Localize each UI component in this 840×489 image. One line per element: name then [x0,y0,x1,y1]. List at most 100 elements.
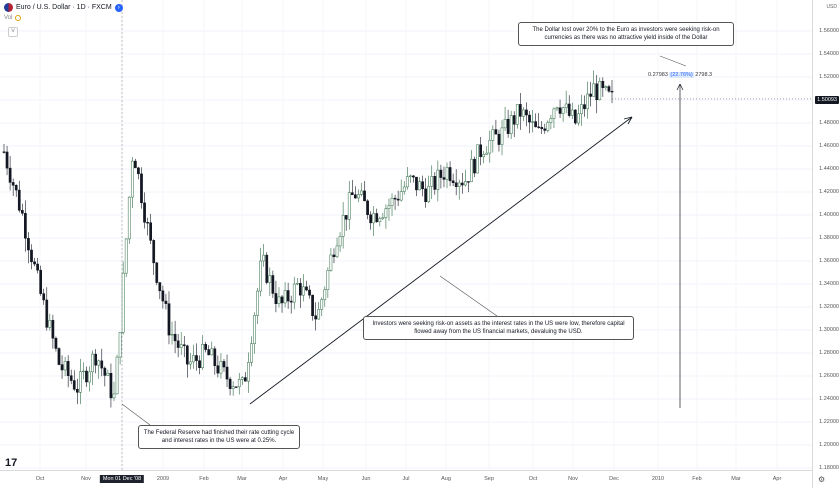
candle-body [427,185,431,203]
candle-body [30,249,33,263]
candle-body [525,109,528,116]
candle-body [66,361,70,376]
candle-body [528,114,531,123]
measure-pct: (22.76%) [669,72,694,78]
price-axis[interactable]: USD 1.560001.540001.520001.500001.480001… [812,0,840,488]
candle-body [195,355,198,361]
candle-body [372,213,376,224]
candle-body [305,286,308,291]
candle-body [448,167,452,182]
candle-body [610,90,614,93]
candle-body [222,361,226,368]
candle-body [460,182,464,186]
candle-body [369,214,372,224]
candle-body [210,348,214,356]
candle-body [91,353,94,373]
candle-body [121,272,125,333]
candle-body [72,380,76,390]
candle-body [228,378,232,389]
tradingview-logo-icon[interactable]: 17 [5,457,18,469]
candle-body [271,275,275,294]
candle-body [2,151,6,153]
price-tick-label: 1.20000 [819,442,839,448]
collapse-legend-icon[interactable]: ˅ [8,27,18,37]
time-tick-label: Oct [35,476,45,482]
candle-body [430,176,434,187]
fed-note[interactable]: The Federal Reserve had finished their r… [138,425,300,450]
candle-body [396,198,400,201]
candle-body [127,196,131,240]
candle-body [11,182,15,186]
candle-body [354,194,357,199]
candle-body [204,344,207,350]
candle-body [347,192,351,220]
price-tick-label: 1.38000 [819,235,839,241]
candle-body [94,353,98,366]
dollar-note[interactable]: The Dollar lost over 20% to the Euro as … [518,22,734,47]
candle-body [503,118,507,129]
volume-label: Vol [4,15,13,21]
price-chart[interactable] [0,0,812,470]
candle-body [103,367,107,376]
candle-body [604,86,608,88]
time-tick-label: Oct [528,476,538,482]
candle-body [390,197,394,206]
currency-label[interactable]: USD [826,4,837,10]
price-tick-label: 1.26000 [819,373,839,379]
candle-body [240,377,244,380]
candle-body [5,151,9,169]
time-tick-label: Dec [609,476,619,482]
candle-body [409,175,412,177]
candle-body [515,104,519,125]
candle-body [167,303,171,336]
time-tick-label: Aug [441,476,451,482]
volume-indicator-icon[interactable] [15,15,22,21]
candle-body [405,176,409,188]
candle-body [207,349,211,356]
investors-note[interactable]: Investors were seeking risk-on assets as… [363,316,634,341]
candle-body [137,167,140,175]
time-tick-label: Nov [568,476,578,482]
measure-ticks: 2798.3 [695,72,713,78]
candle-body [182,344,186,347]
candle-body [577,113,580,124]
candle-body [75,389,79,393]
trend-arrow-head [623,116,633,125]
investors-callout-line [439,275,498,317]
candle-body [323,289,327,300]
candle-body [442,177,446,180]
settings-gear-icon[interactable]: ⚙ [818,475,826,484]
candle-body [329,254,333,271]
candle-body [540,126,544,130]
symbol-title[interactable]: Euro / U.S. Dollar · 1D · FXCM [16,4,112,11]
candle-body [497,133,501,145]
candle-body [253,315,256,344]
candle-body [69,375,73,381]
candle-body [509,115,513,134]
candle-body [79,371,82,393]
candle-body [283,290,287,304]
candle-body [378,218,382,223]
price-tick-label: 1.52000 [819,74,839,80]
candle-body [234,386,238,388]
price-tick-label: 1.40000 [819,212,839,218]
candle-body [286,290,290,302]
candle-body [558,107,562,114]
price-range-measure[interactable]: 0.27983 (22.76%) 2798.3 [648,72,712,78]
candle-body [598,80,602,101]
candle-body [500,127,504,145]
candle-body [586,93,589,110]
candle-body [262,254,266,262]
volume-legend: Vol [4,15,22,21]
candle-body [454,182,458,187]
go-to-icon[interactable]: › [114,3,123,12]
candle-body [601,80,605,88]
price-tick-label: 1.22000 [819,419,839,425]
time-axis[interactable]: Oct Nov Mon 01 Dec '08 2009 Feb Mar Apr May Jun J… [0,470,812,489]
candle-body [299,283,302,296]
price-tick-label: 1.34000 [819,281,839,287]
candle-body [555,107,559,110]
candle-body [152,240,156,264]
candle-body [589,93,592,97]
candle-body [463,181,467,186]
